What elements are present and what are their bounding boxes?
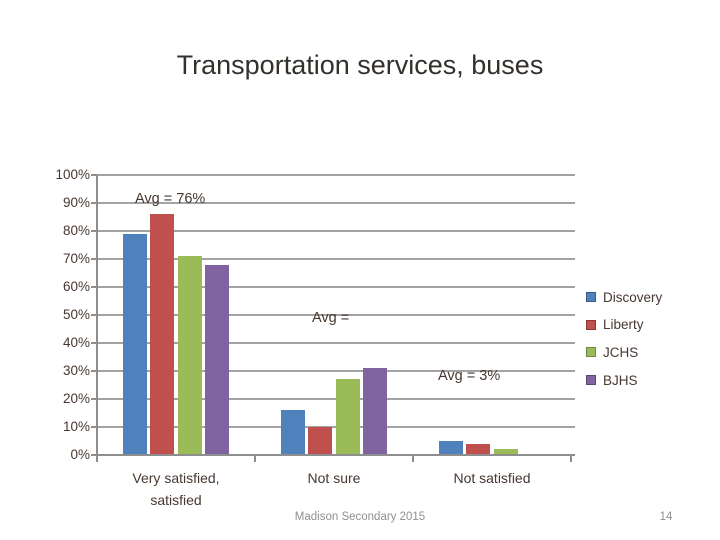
bar-liberty-not-sure: [308, 427, 333, 455]
y-axis-tick-label: 70%: [62, 251, 90, 266]
y-axis-tick: [91, 426, 97, 428]
gridline: [97, 230, 575, 232]
y-axis-tick: [91, 342, 97, 344]
bar-discovery-very-satisfied-satisfied: [122, 233, 147, 455]
bar-liberty-very-satisfied-satisfied: [150, 214, 175, 455]
x-axis-category-label: Very satisfied, satisfied: [132, 470, 220, 508]
x-axis-line: [96, 454, 575, 456]
bar-liberty-not-satisfied: [466, 443, 491, 455]
gridline: [97, 286, 575, 288]
slide-title: Transportation services, buses: [176, 50, 544, 80]
bar-bjhs-very-satisfied-satisfied: [205, 264, 230, 455]
y-axis-tick-label: 40%: [62, 335, 90, 350]
gridline: [97, 202, 575, 204]
y-axis-tick-label: 30%: [62, 363, 90, 378]
legend-label: Discovery: [603, 289, 663, 305]
legend-label: BJHS: [603, 372, 638, 388]
y-axis-tick-label: 100%: [55, 167, 90, 182]
x-axis-tick: [254, 455, 256, 462]
x-axis-tick: [570, 455, 572, 462]
y-axis-tick: [91, 174, 97, 176]
legend-swatch-bjhs: [586, 375, 596, 386]
footer-text: Madison Secondary 2015: [294, 511, 426, 523]
y-axis-tick: [91, 202, 97, 204]
y-axis-tick-label: 90%: [62, 195, 90, 210]
avg-annotation: Avg =: [312, 310, 350, 326]
legend-swatch-liberty: [586, 319, 596, 330]
y-axis-tick: [91, 314, 97, 316]
y-axis-line: [96, 175, 98, 462]
y-axis-tick: [91, 230, 97, 232]
avg-annotation: Avg = 3%: [438, 368, 501, 384]
gridline: [97, 174, 575, 176]
y-axis-tick: [91, 454, 97, 456]
avg-annotation: Avg = 76%: [135, 191, 206, 207]
bar-discovery-not-satisfied: [438, 441, 463, 455]
legend-item-discovery: Discovery: [586, 287, 662, 307]
y-axis-tick-label: 20%: [62, 391, 90, 406]
x-axis-category-label: Not sure: [307, 470, 361, 486]
y-axis-tick: [91, 398, 97, 400]
bar-jchs-very-satisfied-satisfied: [177, 256, 202, 455]
y-axis-tick: [91, 286, 97, 288]
y-axis-tick: [91, 258, 97, 260]
y-axis-tick-label: 50%: [62, 307, 90, 322]
y-axis-tick-label: 80%: [62, 223, 90, 238]
y-axis-tick-label: 10%: [62, 419, 90, 434]
legend-item-liberty: Liberty: [586, 315, 644, 335]
legend-label: Liberty: [603, 317, 644, 333]
gridline: [97, 258, 575, 260]
legend-label: JCHS: [603, 344, 639, 360]
page-number: 14: [659, 511, 673, 523]
y-axis-tick: [91, 370, 97, 372]
legend-swatch-jchs: [586, 347, 596, 358]
y-axis-tick-label: 60%: [62, 279, 90, 294]
legend-item-bjhs: BJHS: [586, 370, 638, 390]
bar-jchs-not-satisfied: [493, 449, 518, 455]
y-axis-tick-label: 0%: [70, 447, 90, 462]
legend-item-jchs: JCHS: [586, 342, 638, 362]
gridline: [97, 370, 575, 372]
bar-jchs-not-sure: [335, 379, 360, 455]
bar-discovery-not-sure: [280, 410, 305, 455]
x-axis-category-label: Not satisfied: [453, 470, 531, 486]
legend-swatch-discovery: [586, 292, 596, 302]
x-axis-tick: [412, 455, 414, 462]
gridline: [97, 342, 575, 344]
bar-bjhs-not-sure: [363, 368, 388, 455]
gridline: [97, 314, 575, 316]
